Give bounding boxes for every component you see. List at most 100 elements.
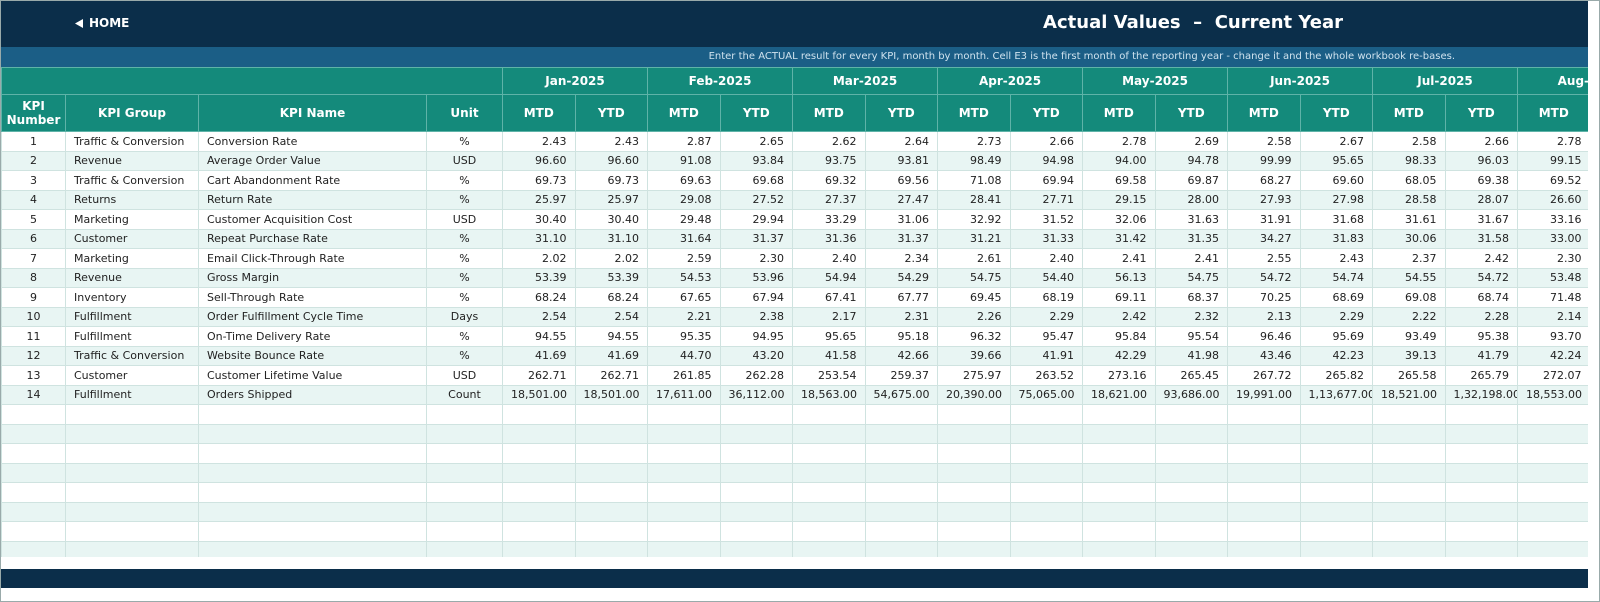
value-cell: 265.82: [1299, 365, 1374, 386]
value-cell: 69.63: [647, 170, 721, 191]
value-cell: 95.54: [1154, 326, 1229, 347]
value-cell: 69.58: [1082, 170, 1156, 191]
value-cell: 2.22: [1372, 306, 1446, 327]
value-cell: 2.38: [719, 306, 794, 327]
empty-cell: [198, 482, 427, 503]
sub-header: YTD: [1154, 94, 1229, 132]
empty-cell: [1009, 404, 1084, 425]
value-cell: 262.28: [719, 365, 794, 386]
empty-cell: [198, 462, 427, 483]
value-cell: 2.42: [1082, 306, 1156, 327]
value-cell: 18,501.00: [574, 384, 649, 405]
value-cell: 94.78: [1154, 150, 1229, 171]
empty-cell: [1154, 404, 1229, 425]
kpi-group: Fulfillment: [65, 326, 199, 347]
value-cell: 95.38: [1444, 326, 1519, 347]
value-cell: 2.41: [1154, 248, 1229, 269]
empty-cell: [1082, 404, 1156, 425]
value-cell: 54.72: [1444, 267, 1519, 288]
value-cell: 95.18: [864, 326, 939, 347]
empty-cell: [719, 404, 794, 425]
value-cell: 43.46: [1227, 345, 1301, 366]
empty-cell: [864, 404, 939, 425]
value-cell: 99.15: [1517, 150, 1588, 171]
value-cell: 19,991.00: [1227, 384, 1301, 405]
value-cell: 67.65: [647, 287, 721, 308]
kpi-unit: %: [426, 228, 503, 249]
empty-cell: [502, 462, 576, 483]
empty-cell: [1154, 462, 1229, 483]
empty-cell: [792, 540, 866, 557]
value-cell: 69.73: [574, 170, 649, 191]
value-cell: 31.10: [574, 228, 649, 249]
value-cell: 31.64: [647, 228, 721, 249]
value-cell: 2.41: [1082, 248, 1156, 269]
value-cell: 68.05: [1372, 170, 1446, 191]
empty-cell: [1372, 423, 1446, 444]
value-cell: 32.06: [1082, 209, 1156, 230]
empty-cell: [719, 521, 794, 542]
value-cell: 69.08: [1372, 287, 1446, 308]
value-cell: 33.16: [1517, 209, 1588, 230]
value-cell: 18,501.00: [502, 384, 576, 405]
empty-cell: [65, 443, 199, 464]
value-cell: 39.13: [1372, 345, 1446, 366]
value-cell: 29.48: [647, 209, 721, 230]
value-cell: 28.41: [937, 189, 1011, 210]
value-cell: 67.41: [792, 287, 866, 308]
sub-header: MTD: [792, 94, 866, 132]
empty-cell: [1009, 521, 1084, 542]
value-cell: 27.52: [719, 189, 794, 210]
value-cell: 31.52: [1009, 209, 1084, 230]
empty-cell: [1372, 501, 1446, 522]
value-cell: 96.03: [1444, 150, 1519, 171]
value-cell: 2.37: [1372, 248, 1446, 269]
kpi-name: Return Rate: [198, 189, 427, 210]
empty-cell: [1517, 443, 1588, 464]
empty-cell: [1154, 443, 1229, 464]
value-cell: 93,686.00: [1154, 384, 1229, 405]
kpi-name: Gross Margin: [198, 267, 427, 288]
value-cell: 18,521.00: [1372, 384, 1446, 405]
kpi-unit: USD: [426, 209, 503, 230]
value-cell: 31.91: [1227, 209, 1301, 230]
kpi-unit: USD: [426, 365, 503, 386]
sub-header: YTD: [719, 94, 794, 132]
empty-cell: [1, 404, 66, 425]
home-label[interactable]: HOME: [89, 16, 130, 30]
value-cell: 43.20: [719, 345, 794, 366]
empty-cell: [426, 423, 503, 444]
value-cell: 31.37: [719, 228, 794, 249]
empty-cell: [1299, 404, 1374, 425]
month-header: May-2025: [1082, 67, 1229, 95]
value-cell: 32.92: [937, 209, 1011, 230]
empty-cell: [647, 443, 721, 464]
empty-cell: [198, 501, 427, 522]
empty-cell: [1082, 501, 1156, 522]
value-cell: 26.60: [1517, 189, 1588, 210]
home-button[interactable]: HOME: [75, 16, 129, 30]
value-cell: 262.71: [574, 365, 649, 386]
kpi-number: 4: [1, 189, 66, 210]
empty-cell: [864, 521, 939, 542]
value-cell: 31.10: [502, 228, 576, 249]
empty-cell: [426, 482, 503, 503]
row: [1, 462, 1588, 483]
value-cell: 2.26: [937, 306, 1011, 327]
empty-cell: [1009, 482, 1084, 503]
empty-cell: [198, 540, 427, 557]
page-title: Actual Values – Current Year: [1043, 12, 1343, 33]
value-cell: 2.02: [574, 248, 649, 269]
value-cell: 42.23: [1299, 345, 1374, 366]
empty-cell: [1299, 540, 1374, 557]
empty-cell: [792, 423, 866, 444]
value-cell: 2.17: [792, 306, 866, 327]
empty-cell: [1154, 423, 1229, 444]
value-cell: 69.60: [1299, 170, 1374, 191]
empty-cell: [937, 540, 1011, 557]
empty-cell: [792, 443, 866, 464]
value-cell: 93.75: [792, 150, 866, 171]
value-cell: 272.07: [1517, 365, 1588, 386]
empty-cell: [426, 501, 503, 522]
empty-cell: [1299, 521, 1374, 542]
